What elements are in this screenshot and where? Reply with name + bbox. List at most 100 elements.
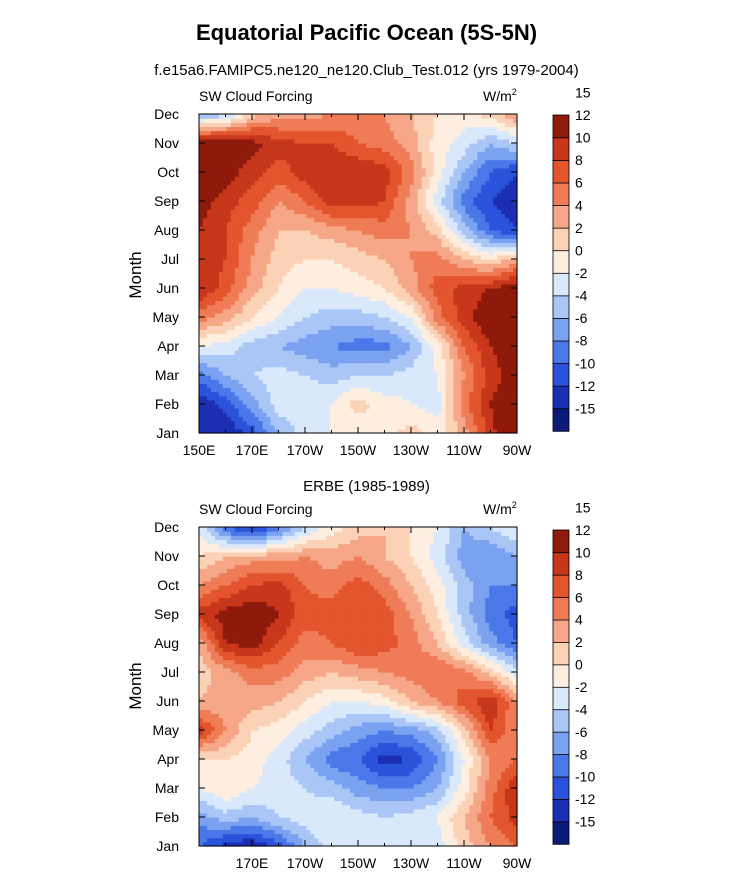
heatmap-cell	[433, 221, 439, 227]
heatmap-cell	[429, 275, 435, 281]
heatmap-cell	[373, 279, 379, 285]
heatmap-cell	[497, 230, 502, 235]
heatmap-cell	[222, 238, 228, 244]
heatmap-cell	[202, 337, 208, 343]
heatmap-cell	[282, 370, 288, 376]
heatmap-cell	[322, 337, 327, 343]
heatmap-cell	[389, 242, 395, 248]
heatmap-cell	[310, 172, 315, 177]
heatmap-cell	[286, 333, 292, 339]
heatmap-cell	[226, 362, 232, 368]
heatmap-cell	[266, 201, 272, 206]
heatmap-cell	[421, 333, 427, 339]
heatmap-cell	[413, 420, 419, 426]
heatmap-cell	[461, 283, 466, 289]
heatmap-cell	[365, 416, 371, 422]
heatmap-cell	[429, 254, 435, 260]
heatmap-cell	[294, 383, 299, 389]
heatmap-cell	[306, 325, 311, 331]
heatmap-cell	[358, 180, 363, 186]
heatmap-cell	[449, 196, 455, 202]
heatmap-cell	[206, 341, 212, 347]
heatmap-cell	[314, 271, 319, 277]
heatmap-cell	[457, 242, 462, 248]
heatmap-cell	[270, 325, 276, 331]
heatmap-cell	[206, 321, 212, 326]
heatmap-cell	[453, 288, 458, 293]
heatmap-cell	[266, 300, 272, 306]
heatmap-cell	[453, 271, 458, 277]
heatmap-cell	[206, 296, 212, 302]
heatmap-cell	[342, 412, 347, 418]
heatmap-cell	[202, 188, 208, 194]
heatmap-cell	[393, 370, 399, 376]
heatmap-cell	[298, 337, 303, 343]
heatmap-cell	[242, 379, 248, 384]
heatmap-cell	[425, 275, 431, 281]
heatmap-cell	[330, 428, 335, 434]
heatmap-cell	[497, 263, 502, 268]
heatmap-cell	[342, 192, 347, 198]
heatmap-cell	[350, 358, 355, 364]
heatmap-cell	[477, 370, 482, 376]
heatmap-cell	[298, 358, 303, 364]
heatmap-cell	[298, 296, 303, 302]
heatmap-cell	[358, 420, 363, 426]
heatmap-cell	[230, 254, 236, 260]
heatmap-cell	[290, 408, 296, 413]
heatmap-cell	[238, 209, 244, 215]
heatmap-cell	[218, 292, 224, 297]
heatmap-cell	[270, 271, 276, 277]
heatmap-cell	[342, 205, 347, 210]
heatmap-cell	[505, 404, 510, 409]
heatmap-cell	[346, 329, 351, 335]
heatmap-cell	[226, 412, 232, 418]
heatmap-cell	[449, 271, 455, 277]
heatmap-cell	[425, 333, 431, 339]
heatmap-cell	[381, 225, 387, 231]
heatmap-cell	[298, 192, 303, 198]
heatmap-cell	[469, 428, 474, 434]
heatmap-cell	[445, 404, 451, 409]
heatmap-cell	[310, 300, 315, 306]
heatmap-cell	[509, 358, 514, 364]
heatmap-cell	[334, 325, 339, 331]
heatmap-cell	[322, 209, 327, 215]
heatmap-cell	[199, 205, 204, 210]
heatmap-cell	[421, 366, 427, 372]
heatmap-cell	[310, 362, 315, 368]
heatmap-cell	[413, 383, 419, 389]
heatmap-cell	[330, 346, 335, 351]
heatmap-cell	[326, 205, 331, 210]
heatmap-cell	[278, 321, 284, 326]
heatmap-cell	[465, 304, 470, 310]
heatmap-cell	[334, 250, 339, 256]
heatmap-cell	[326, 428, 331, 434]
heatmap-cell	[509, 217, 514, 223]
heatmap-cell	[469, 221, 474, 227]
heatmap-cell	[441, 201, 447, 206]
heatmap-cell	[246, 196, 252, 202]
heatmap-cell	[230, 288, 236, 293]
heatmap-cell	[262, 370, 268, 376]
heatmap-cell	[413, 312, 419, 318]
heatmap-cell	[318, 341, 323, 347]
heatmap-cell	[206, 192, 212, 198]
heatmap-cell	[485, 283, 490, 289]
heatmap-cell	[310, 225, 315, 231]
heatmap-cell	[449, 408, 455, 413]
heatmap-cell	[250, 279, 256, 285]
heatmap-cell	[254, 184, 260, 190]
heatmap-cell	[473, 337, 478, 343]
heatmap-cell	[334, 404, 339, 409]
heatmap-cell	[373, 188, 379, 194]
heatmap-cell	[338, 230, 343, 235]
heatmap-cell	[242, 370, 248, 376]
heatmap-cell	[282, 300, 288, 306]
heatmap-cell	[222, 333, 228, 339]
heatmap-cell	[473, 346, 478, 351]
heatmap-cell	[361, 209, 367, 215]
heatmap-cell	[234, 184, 240, 190]
heatmap-cell	[449, 279, 455, 285]
heatmap-cell	[234, 172, 240, 177]
